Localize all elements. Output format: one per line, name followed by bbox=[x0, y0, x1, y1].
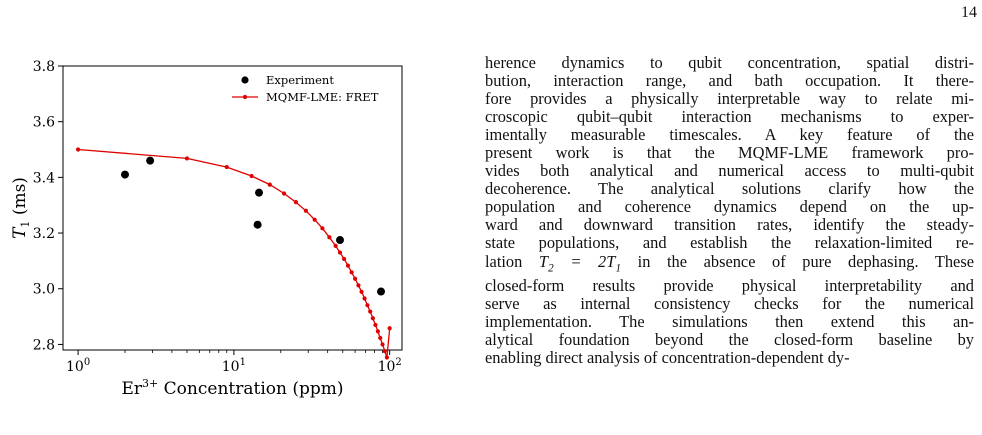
x-tick-label: 101 bbox=[222, 357, 246, 375]
text-line: serve as internal consistency checks for… bbox=[485, 293, 974, 313]
text-line: imentally measurable timescales. A key f… bbox=[485, 125, 974, 145]
t1-concentration-figure: 2.8 3.0 3.2 3.4 3.6 3.8 100 101 102 Er3+ Concentr… bbox=[0, 0, 430, 435]
y-axis-label: T1 (ms) bbox=[10, 177, 32, 239]
fret-model-point bbox=[333, 243, 338, 248]
fret-model-point bbox=[353, 276, 358, 281]
text-line: alytical foundation beyond the closed-fo… bbox=[485, 329, 974, 349]
experiment-point bbox=[336, 236, 345, 245]
fret-model-point bbox=[362, 296, 367, 301]
text-line: decoherence. The analytical solutions cl… bbox=[485, 179, 974, 199]
text-line: croscopic qubit–qubit interaction mechan… bbox=[485, 107, 974, 127]
fret-model-point bbox=[359, 289, 364, 294]
y-tick-label: 2.8 bbox=[33, 337, 55, 353]
experiment-point bbox=[253, 220, 262, 229]
fret-model-point bbox=[342, 256, 347, 262]
body-text: herence dynamics to qubit concentration,… bbox=[485, 54, 974, 435]
fret-model-point bbox=[384, 355, 390, 360]
y-tick-label: 3.4 bbox=[33, 170, 55, 186]
fret-model-point bbox=[303, 208, 309, 213]
fret-model-point bbox=[382, 349, 387, 354]
text-line: closed-form results provide physical int… bbox=[485, 275, 974, 295]
fret-model-point bbox=[375, 329, 380, 334]
text-line: herence dynamics to qubit concentration,… bbox=[485, 54, 974, 72]
legend-label: Experiment bbox=[266, 73, 334, 87]
plot-frame bbox=[62, 65, 403, 351]
legend-scatter-marker bbox=[241, 76, 249, 84]
y-tick-label: 3.2 bbox=[33, 226, 55, 242]
experiment-point bbox=[255, 188, 264, 197]
experiment-point bbox=[377, 287, 386, 296]
legend-line-marker bbox=[242, 94, 248, 100]
fret-model-line bbox=[78, 148, 391, 358]
fret-model-point bbox=[370, 316, 375, 321]
fret-model-point bbox=[267, 182, 272, 187]
experiment-point bbox=[120, 170, 129, 179]
fret-model-point bbox=[224, 164, 229, 170]
fret-model-point bbox=[75, 147, 81, 152]
text-line: enabling direct analysis of concentratio… bbox=[485, 348, 850, 368]
t1-chart: 2.8 3.0 3.2 3.4 3.6 3.8 100 101 102 Er3+ Concentr… bbox=[10, 59, 403, 399]
text-line: state populations, and establish the rel… bbox=[485, 233, 974, 253]
legend-label: MQMF-LME: FRET bbox=[266, 90, 379, 104]
y-tick-label: 3.0 bbox=[33, 282, 55, 298]
fret-model-point bbox=[378, 335, 383, 341]
fret-model-point bbox=[365, 303, 370, 308]
fret-model-point bbox=[312, 217, 317, 222]
fret-model-point bbox=[356, 283, 361, 288]
text-line: implementation. The simulations then ext… bbox=[485, 311, 974, 331]
fret-model-point bbox=[184, 156, 190, 161]
fret-model-point bbox=[349, 270, 354, 275]
fret-model-point bbox=[281, 191, 287, 196]
fret-model-point bbox=[327, 235, 332, 240]
text-line: present work is that the MQMF-LME framew… bbox=[485, 143, 974, 163]
text-line: fore provides a physically interpretable… bbox=[485, 89, 974, 109]
fret-model-point bbox=[380, 342, 385, 347]
fret-model-point bbox=[249, 173, 254, 179]
text-line: lation T2 = 2T1 in the absence of pure d… bbox=[485, 251, 974, 274]
x-tick-label: 102 bbox=[378, 357, 402, 375]
x-axis-label: Er3+ Concentration (ppm) bbox=[122, 377, 344, 399]
fret-model-point bbox=[387, 326, 392, 331]
fret-model-point bbox=[293, 200, 298, 205]
text-line: vides both analytical and numerical acce… bbox=[485, 161, 974, 181]
x-tick-label: 100 bbox=[66, 357, 90, 375]
fret-model-point bbox=[345, 263, 351, 268]
y-tick-label: 3.6 bbox=[33, 115, 55, 131]
text-line: bution, interaction range, and bath occu… bbox=[485, 71, 974, 91]
page-number: 14 bbox=[961, 4, 977, 21]
fret-model-point bbox=[320, 226, 325, 231]
fret-model-point bbox=[337, 250, 343, 255]
fret-model-point bbox=[368, 309, 373, 314]
text-line: population and coherence dynamics depend… bbox=[485, 197, 974, 217]
y-tick-label: 3.8 bbox=[33, 59, 55, 75]
text-line: ward and downward transition rates, iden… bbox=[485, 215, 974, 235]
experiment-point bbox=[146, 156, 155, 165]
fret-model-point bbox=[373, 322, 378, 328]
